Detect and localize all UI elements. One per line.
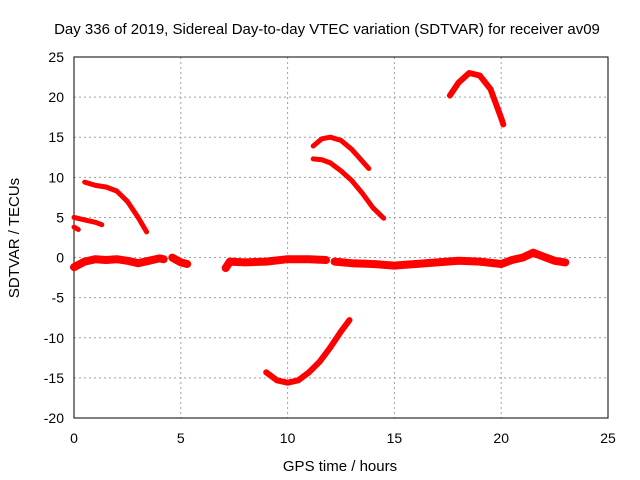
series-arc-g — [446, 70, 507, 128]
series-baseline-segment-3 — [221, 255, 330, 272]
series-baseline-segment-1 — [70, 254, 168, 272]
series-arc-b — [71, 214, 105, 228]
x-tick-label: 5 — [177, 430, 185, 446]
series-arc-e — [310, 134, 372, 171]
y-tick-label: 25 — [48, 49, 64, 65]
y-tick-label: -15 — [44, 370, 64, 386]
x-tick-label: 25 — [600, 430, 616, 446]
x-tick-label: 0 — [70, 430, 78, 446]
series-arc-c — [82, 179, 150, 235]
y-tick-label: -10 — [44, 330, 64, 346]
x-tick-label: 10 — [280, 430, 296, 446]
plot-frame — [73, 56, 609, 419]
series-baseline-segment-2 — [168, 253, 192, 268]
y-tick-label: 20 — [48, 89, 64, 105]
x-tick-label: 15 — [387, 430, 403, 446]
series-arc-d — [263, 317, 353, 386]
x-tick-label: 20 — [493, 430, 509, 446]
y-axis-label: SDTVAR / TECUs — [6, 178, 23, 298]
y-tick-label: -20 — [44, 410, 64, 426]
x-axis-label: GPS time / hours — [283, 458, 397, 475]
data-series — [70, 70, 570, 386]
series-baseline-segment-4 — [330, 248, 570, 270]
grid-lines — [73, 56, 609, 419]
y-tick-label: 0 — [56, 250, 64, 266]
chart-title: Day 336 of 2019, Sidereal Day-to-day VTE… — [54, 21, 600, 38]
y-tick-label: 10 — [48, 169, 64, 185]
y-tick-label: -5 — [52, 290, 65, 306]
tick-labels: 0 5 10 15 20 25 -20 -15 -10 -5 0 5 10 15 20 25 — [44, 49, 616, 446]
y-tick-label: 5 — [56, 209, 64, 225]
series-arc-f — [310, 156, 387, 221]
y-tick-label: 15 — [48, 129, 64, 145]
series-arc-a — [71, 224, 81, 232]
